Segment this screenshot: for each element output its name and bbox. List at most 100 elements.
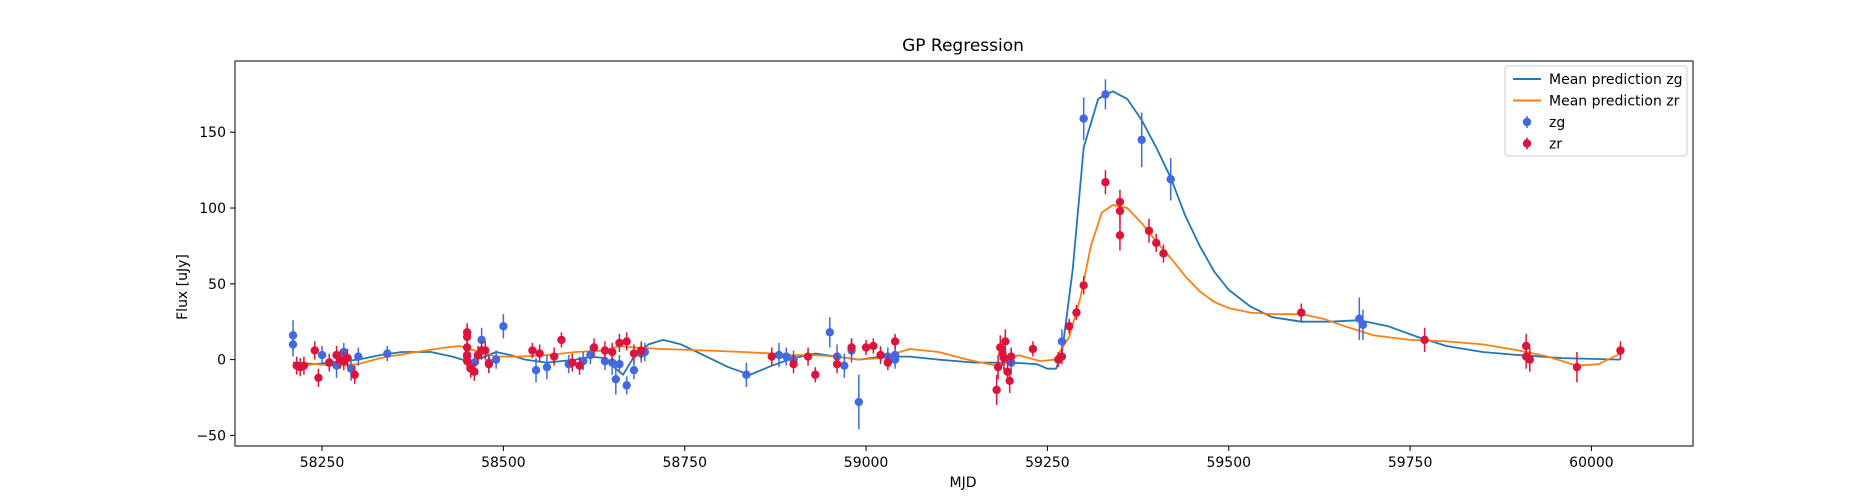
data-point [354,352,363,361]
data-point [1064,322,1074,331]
data-point [481,346,490,355]
data-point [789,359,798,369]
data-point [350,370,359,379]
data-point [811,370,820,379]
data-point [774,350,784,360]
data-point [317,350,327,360]
x-tick-label: 60000 [1569,455,1614,471]
data-point [993,362,1003,372]
data-point [607,358,617,367]
data-point [1079,281,1088,290]
data-point [832,359,842,369]
data-point [1028,344,1038,354]
y-tick-label: 50 [208,277,226,293]
data-point [1152,238,1161,248]
data-point [586,350,595,360]
data-point [1057,352,1067,361]
data-point [1144,226,1154,235]
data-point [876,350,885,360]
data-point [847,343,856,352]
data-point [992,385,1001,395]
data-point [883,358,893,367]
data-point [767,352,776,361]
data-point [890,337,900,346]
data-point [1006,352,1016,361]
data-point [332,361,341,370]
data-point [299,361,309,370]
data-point [589,343,599,352]
legend-label: zr [1549,137,1562,153]
data-point [861,343,871,352]
data-point [742,370,751,379]
data-point [575,361,584,370]
x-tick-label: 59000 [844,455,889,471]
data-point [383,349,392,358]
data-point [840,361,849,370]
data-point [462,332,472,342]
legend-label: Mean prediction zg [1549,72,1683,88]
data-point [1159,249,1168,258]
series-points-zg [288,79,1368,430]
data-point [314,373,323,382]
data-point [310,346,319,355]
data-point [1072,308,1081,317]
y-axis: −50 0 50 100 150 [196,125,235,444]
series-points-zr [292,170,1625,406]
legend-label: zg [1549,115,1565,131]
legend-marker-swatch [1522,117,1532,127]
x-tick-label: 58250 [300,455,345,471]
data-point [531,366,541,375]
data-point [615,359,624,369]
data-point [535,349,544,358]
y-tick-label: 0 [217,353,226,369]
data-point [890,355,900,364]
plot-area [288,79,1625,430]
data-point [1101,178,1110,187]
legend: Mean prediction zg Mean prediction zr zg zr [1504,65,1688,157]
data-point [549,352,559,361]
x-tick-label: 58500 [481,455,526,471]
data-point [1137,135,1146,145]
x-axis-label: MJD [950,475,977,491]
data-point [1001,337,1010,346]
data-point [854,397,864,407]
data-point [470,367,479,376]
data-point [1297,308,1306,317]
data-point [637,346,646,355]
y-tick-label: 100 [199,201,226,217]
data-point [1572,362,1582,372]
data-point [1115,231,1125,240]
legend-label: Mean prediction zr [1549,94,1680,110]
data-point [1005,376,1014,386]
y-tick-label: −50 [196,428,226,444]
data-point [825,328,835,337]
data-point [484,359,494,369]
x-axis: 58250 58500 58750 59000 59250 59500 59750 60000 [300,446,1614,471]
chart-title: GP Regression [902,36,1024,56]
data-point [999,353,1009,363]
data-point [782,352,791,361]
data-point [343,353,352,363]
data-point [542,362,552,372]
data-point [477,335,486,345]
data-point [568,358,577,367]
data-point [325,358,334,367]
data-point [346,364,356,373]
data-point [1420,335,1429,345]
data-point [1057,337,1067,346]
legend-marker-swatch [1522,139,1532,148]
data-point [1355,314,1364,323]
data-point [600,356,610,366]
x-tick-label: 59500 [1206,455,1251,471]
data-point [1003,367,1012,376]
data-point [288,340,298,349]
data-point [499,322,508,331]
data-point [528,346,537,355]
data-point [611,375,621,384]
plot-frame [234,60,1694,447]
y-tick-label: 150 [199,125,226,141]
data-point [629,366,639,375]
data-point [622,337,631,346]
data-point [462,356,472,366]
